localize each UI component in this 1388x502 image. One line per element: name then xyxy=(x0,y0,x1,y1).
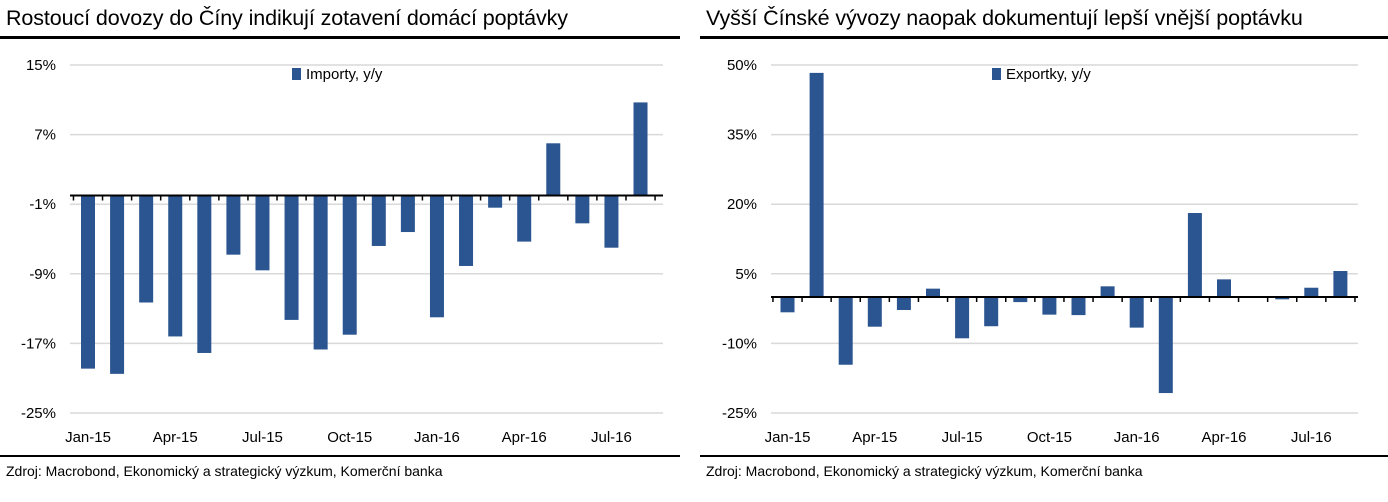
chart-source: Zdroj: Macrobond, Ekonomický a strategic… xyxy=(706,463,1143,479)
bar xyxy=(1158,297,1173,394)
bar xyxy=(1100,286,1115,297)
x-tick-label: Jul-16 xyxy=(1291,429,1332,446)
legend-label: Importy, y/y xyxy=(306,66,383,83)
y-tick-label: -17% xyxy=(21,335,56,352)
source-rule xyxy=(700,455,1388,457)
chart-source: Zdroj: Macrobond, Ekonomický a strategic… xyxy=(6,463,443,479)
bar xyxy=(780,297,795,313)
bar xyxy=(838,297,853,365)
y-tick-label: -25% xyxy=(722,405,757,422)
y-tick-label: 5% xyxy=(735,266,757,283)
y-tick-label: 35% xyxy=(727,127,757,144)
bar xyxy=(488,195,503,208)
title-rule xyxy=(700,36,1388,39)
bar xyxy=(867,297,882,327)
x-tick-label: Jan-16 xyxy=(414,429,460,446)
x-tick-label: Apr-15 xyxy=(153,429,198,446)
legend-swatch xyxy=(292,68,301,80)
x-tick-label: Jan-15 xyxy=(65,429,111,446)
bar xyxy=(604,195,619,248)
bar xyxy=(1187,213,1202,297)
exports-bar-chart: 50% 35% 20% 5% -10% -25% Jan-15 Apr-15 Jul-15 Oct… xyxy=(722,57,1358,446)
bar xyxy=(429,195,444,318)
bar xyxy=(1275,297,1290,300)
bar xyxy=(459,195,474,266)
imports-chart-panel: Rostoucí dovozy do Číny indikují zotaven… xyxy=(0,0,680,502)
bar xyxy=(371,195,386,246)
y-tick-label: -10% xyxy=(722,335,757,352)
bar xyxy=(1071,297,1086,316)
x-tick-label: Apr-16 xyxy=(1201,429,1246,446)
bar xyxy=(1333,271,1348,297)
x-tick-label: Jan-16 xyxy=(1114,429,1160,446)
bar xyxy=(984,297,999,327)
x-tick-label: Apr-16 xyxy=(502,429,547,446)
imports-bar-chart: 15% 7% -1% -9% -17% -25% Jan-15 Apr-15 Jul-15 Oct… xyxy=(21,57,663,446)
bar xyxy=(926,288,940,297)
exports-chart-panel: Vyšší Čínské vývozy naopak dokumentují l… xyxy=(700,0,1388,502)
legend-swatch xyxy=(992,68,1001,80)
bar xyxy=(1129,297,1144,328)
bar xyxy=(575,195,590,224)
x-tick-label: Jan-15 xyxy=(765,429,811,446)
x-tick-label: Jul-16 xyxy=(591,429,632,446)
bar xyxy=(633,102,648,196)
bar xyxy=(197,195,212,353)
y-tick-label: 15% xyxy=(26,57,56,74)
bar xyxy=(400,195,415,233)
bar xyxy=(1217,279,1231,297)
bar xyxy=(284,195,299,320)
x-tick-label: Jul-15 xyxy=(242,429,283,446)
bar xyxy=(139,195,154,303)
y-tick-label: -9% xyxy=(29,266,56,283)
bar xyxy=(896,297,911,310)
bar xyxy=(81,195,95,369)
y-tick-label: 50% xyxy=(727,57,757,74)
bar xyxy=(517,195,532,242)
y-tick-label: 7% xyxy=(34,127,56,144)
chart-title: Rostoucí dovozy do Číny indikují zotaven… xyxy=(6,6,568,30)
bar xyxy=(1304,287,1319,297)
x-tick-label: Oct-15 xyxy=(1027,429,1072,446)
y-tick-label: -1% xyxy=(29,196,56,213)
x-tick-label: Oct-15 xyxy=(327,429,372,446)
bar xyxy=(809,72,824,297)
bar xyxy=(313,195,328,350)
bar xyxy=(955,297,970,339)
x-tick-label: Apr-15 xyxy=(852,429,897,446)
bar xyxy=(168,195,183,337)
x-tick-label: Jul-15 xyxy=(942,429,983,446)
y-tick-label: 20% xyxy=(727,196,757,213)
legend-label: Exportky, y/y xyxy=(1006,66,1091,83)
title-rule xyxy=(0,36,680,39)
y-tick-label: -25% xyxy=(21,405,56,422)
bar xyxy=(1013,297,1028,303)
bar xyxy=(546,143,561,196)
bar xyxy=(342,195,357,335)
bar xyxy=(226,195,241,255)
chart-title: Vyšší Čínské vývozy naopak dokumentují l… xyxy=(706,6,1303,30)
source-rule xyxy=(0,455,680,457)
bar xyxy=(255,195,270,271)
bar xyxy=(110,195,125,374)
bar xyxy=(1042,297,1057,315)
